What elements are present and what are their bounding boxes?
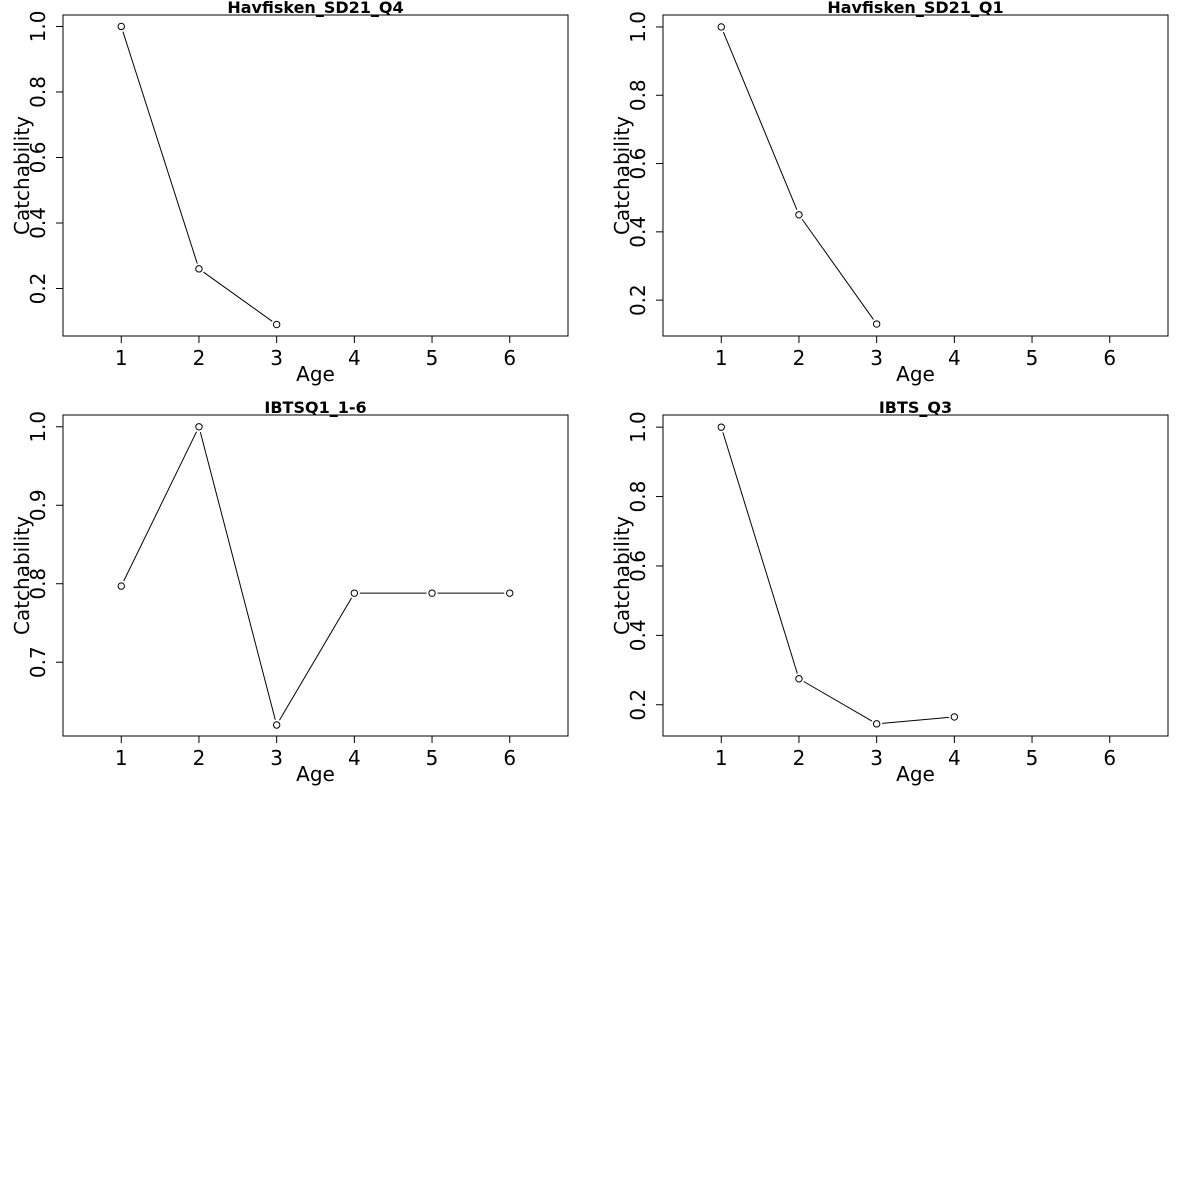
x-tick-label: 5 bbox=[426, 346, 439, 370]
data-point bbox=[272, 721, 281, 729]
y-axis-label: Catchability bbox=[610, 116, 634, 235]
chart-title: Havfisken_SD21_Q4 bbox=[227, 0, 403, 17]
y-tick-label: 1.0 bbox=[26, 411, 50, 443]
data-series bbox=[117, 423, 514, 729]
data-point bbox=[117, 22, 125, 31]
x-tick-label: 1 bbox=[715, 346, 728, 370]
x-tick-label: 2 bbox=[793, 346, 806, 370]
x-tick-label: 2 bbox=[193, 746, 206, 770]
x-axis-label: Age bbox=[296, 762, 335, 786]
x-axis-label: Age bbox=[896, 362, 935, 386]
y-axis-label: Catchability bbox=[10, 516, 34, 635]
x-tick-label: 4 bbox=[348, 746, 361, 770]
data-point bbox=[272, 320, 281, 329]
chart-panel-3: IBTSQ1_1-6 1 2 3 4 5 6 Age 0.7 0.8 0.9 1.0 Catchabil… bbox=[10, 398, 569, 786]
series-line-segment bbox=[882, 716, 949, 724]
series-line-segment bbox=[199, 431, 276, 720]
series-line-segment bbox=[279, 597, 352, 721]
data-point bbox=[717, 23, 725, 31]
y-tick-label: 0.6 bbox=[626, 550, 650, 582]
data-point bbox=[872, 320, 881, 328]
y-tick-label: 1.0 bbox=[626, 411, 650, 443]
x-tick-label: 4 bbox=[948, 346, 961, 370]
data-point bbox=[428, 589, 436, 597]
x-tick-label: 1 bbox=[115, 746, 128, 770]
y-tick-label: 0.8 bbox=[626, 481, 650, 513]
series-line-segment bbox=[203, 271, 273, 322]
x-tick-label: 2 bbox=[193, 346, 206, 370]
y-tick-label: 0.6 bbox=[26, 142, 50, 174]
x-tick-label: 6 bbox=[1103, 746, 1116, 770]
y-tick-label: 0.2 bbox=[26, 273, 50, 305]
y-tick-label: 0.2 bbox=[626, 284, 650, 316]
x-tick-label: 6 bbox=[503, 746, 516, 770]
series-line-segment bbox=[722, 31, 798, 210]
chart-title: Havfisken_SD21_Q1 bbox=[827, 0, 1003, 17]
y-tick-label: 1.0 bbox=[26, 11, 50, 43]
x-tick-label: 3 bbox=[870, 346, 883, 370]
x-tick-label: 5 bbox=[426, 746, 439, 770]
y-tick-label: 1.0 bbox=[626, 11, 650, 43]
x-tick-label: 6 bbox=[503, 346, 516, 370]
y-tick-label: 0.7 bbox=[26, 646, 50, 678]
data-point bbox=[950, 713, 959, 721]
y-tick-label: 0.4 bbox=[26, 207, 50, 239]
x-tick-label: 3 bbox=[870, 746, 883, 770]
chart-title: IBTS_Q3 bbox=[879, 398, 952, 417]
y-axis-label: Catchability bbox=[10, 116, 34, 235]
data-point bbox=[872, 720, 881, 728]
data-point bbox=[795, 675, 803, 683]
y-axis-label: Catchability bbox=[610, 516, 634, 635]
y-tick-label: 0.9 bbox=[26, 489, 50, 521]
y-tick-label: 0.4 bbox=[626, 619, 650, 651]
y-tick-label: 0.4 bbox=[626, 216, 650, 248]
y-tick-label: 0.8 bbox=[626, 79, 650, 111]
series-line-segment bbox=[801, 218, 874, 320]
series-line-segment bbox=[123, 431, 198, 582]
x-tick-label: 1 bbox=[115, 346, 128, 370]
data-point bbox=[506, 589, 514, 597]
data-series bbox=[717, 423, 959, 728]
chart-panel-1: Havfisken_SD21_Q4 1 2 3 4 5 6 Age 0.2 0.4 0.6 0.8 1.… bbox=[10, 0, 569, 386]
x-tick-label: 4 bbox=[348, 346, 361, 370]
x-tick-label: 5 bbox=[1026, 746, 1039, 770]
data-series bbox=[117, 22, 281, 329]
series-line-segment bbox=[722, 432, 798, 674]
x-tick-label: 5 bbox=[1026, 346, 1039, 370]
chart-panel-2: Havfisken_SD21_Q1 1 2 3 4 5 6 Age 0.2 0.4 0.6 0.8 1.… bbox=[610, 0, 1169, 386]
y-tick-label: 0.2 bbox=[626, 689, 650, 721]
data-point bbox=[795, 211, 803, 219]
chart-title: IBTSQ1_1-6 bbox=[264, 398, 366, 417]
chart-panel-4: IBTS_Q3 1 2 3 4 5 6 Age 0.2 0.4 0.6 0.8 1.0 Catchabil… bbox=[610, 398, 1169, 786]
x-tick-label: 2 bbox=[793, 746, 806, 770]
data-point bbox=[117, 582, 125, 590]
x-tick-label: 3 bbox=[270, 346, 283, 370]
data-point bbox=[195, 423, 203, 431]
x-tick-label: 3 bbox=[270, 746, 283, 770]
y-tick-label: 0.8 bbox=[26, 76, 50, 108]
data-series bbox=[717, 23, 881, 328]
x-axis-label: Age bbox=[896, 762, 935, 786]
x-tick-label: 1 bbox=[715, 746, 728, 770]
data-point bbox=[717, 423, 725, 431]
y-tick-label: 0.6 bbox=[626, 148, 650, 180]
data-point bbox=[350, 589, 359, 597]
x-tick-label: 4 bbox=[948, 746, 961, 770]
y-tick-label: 0.8 bbox=[26, 568, 50, 600]
series-line-segment bbox=[803, 681, 873, 722]
data-point bbox=[195, 265, 203, 273]
series-line-segment bbox=[122, 31, 198, 264]
x-axis-label: Age bbox=[296, 362, 335, 386]
x-tick-label: 6 bbox=[1103, 346, 1116, 370]
